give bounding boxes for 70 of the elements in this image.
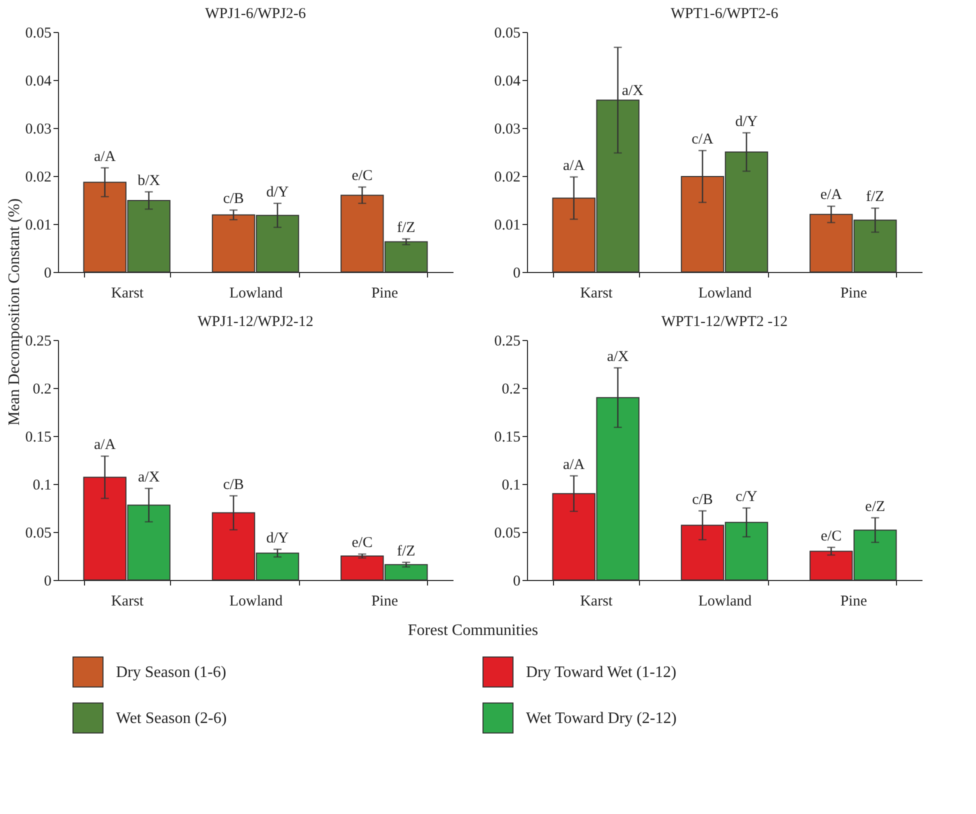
x-tick-label: Pine [371, 594, 398, 610]
y-tick-label: 0.1 [502, 478, 520, 494]
x-tick-label: Karst [580, 286, 614, 302]
data-label: f/Z [866, 189, 884, 206]
y-tick-label: 0.25 [494, 334, 520, 350]
legend-label: Dry Toward Wet (1-12) [526, 664, 676, 681]
data-label: a/A [94, 148, 116, 165]
data-label: c/B [692, 492, 713, 508]
y-tick-label: 0.02 [494, 170, 520, 186]
x-tick-label: Pine [840, 286, 868, 302]
data-label: a/A [563, 158, 585, 174]
y-tick-label: 0.15 [25, 430, 52, 446]
chart-title: WPJ1-12/WPJ2-12 [198, 314, 314, 330]
x-tick-label: Karst [111, 286, 144, 302]
x-tick-label: Pine [371, 286, 398, 302]
y-tick-label: 0.05 [494, 526, 520, 542]
data-label: f/Z [396, 543, 416, 560]
y-tick-label: 0.01 [494, 218, 520, 234]
data-label: b/X [138, 172, 160, 189]
y-tick-label: 0.05 [25, 26, 52, 42]
data-label: e/Z [865, 498, 886, 515]
y-tick-label: 0.2 [502, 382, 520, 398]
x-tick-label: Lowland [698, 286, 752, 302]
data-label: c/A [692, 132, 714, 148]
y-tick-label: 0.03 [25, 122, 52, 138]
data-label: c/B [223, 476, 244, 493]
x-tick-label: Karst [111, 594, 144, 610]
chart-title: WPJ1-6/WPJ2-6 [205, 6, 306, 22]
x-tick-label: Lowland [229, 286, 284, 302]
y-tick-label: 0.05 [494, 26, 520, 42]
data-label: f/Z [396, 220, 416, 236]
legend-label: Wet Toward Dry (2-12) [526, 710, 677, 727]
chart-title: WPT1-12/WPT2 -12 [661, 314, 788, 330]
data-label: a/X [138, 469, 160, 486]
data-label: d/Y [266, 530, 289, 546]
x-tick-label: Lowland [698, 594, 752, 610]
y-tick-label: 0.02 [25, 170, 52, 186]
y-tick-label: 0 [513, 266, 520, 282]
y-tick-label: 0 [513, 574, 520, 590]
y-tick-label: 0.04 [494, 74, 521, 90]
data-label: c/B [223, 191, 244, 208]
chart-title: WPT1-6/WPT2-6 [670, 6, 779, 22]
x-axis-title: Forest Communities [408, 622, 538, 639]
data-label: e/C [352, 535, 373, 552]
data-label: a/A [94, 437, 116, 454]
data-label: c/Y [736, 489, 758, 505]
data-label: e/C [820, 528, 842, 544]
y-tick-label: 0.25 [25, 334, 52, 350]
y-tick-label: 0 [44, 574, 52, 590]
data-label: e/C [352, 168, 373, 184]
data-label: e/A [820, 187, 842, 204]
data-label: d/Y [735, 114, 758, 130]
y-tick-label: 0.04 [25, 74, 52, 90]
data-label: a/X [622, 83, 644, 100]
y-tick-label: 0.15 [494, 430, 520, 446]
y-tick-label: 0 [44, 266, 52, 282]
x-tick-label: Lowland [229, 594, 284, 610]
y-tick-label: 0.1 [32, 478, 52, 494]
y-axis-title: Mean Decomposition Constant (%) [6, 198, 23, 426]
data-label: d/Y [266, 184, 289, 200]
x-tick-label: Pine [840, 594, 868, 610]
data-label: a/A [563, 456, 585, 473]
legend-label: Dry Season (1-6) [116, 664, 226, 681]
x-tick-label: Karst [580, 594, 614, 610]
legend-label: Wet Season (2-6) [116, 710, 227, 727]
y-tick-label: 0.05 [25, 526, 52, 542]
data-label: a/X [606, 348, 629, 365]
y-tick-label: 0.2 [32, 382, 52, 398]
y-tick-label: 0.01 [25, 218, 52, 234]
y-tick-label: 0.03 [494, 122, 520, 138]
